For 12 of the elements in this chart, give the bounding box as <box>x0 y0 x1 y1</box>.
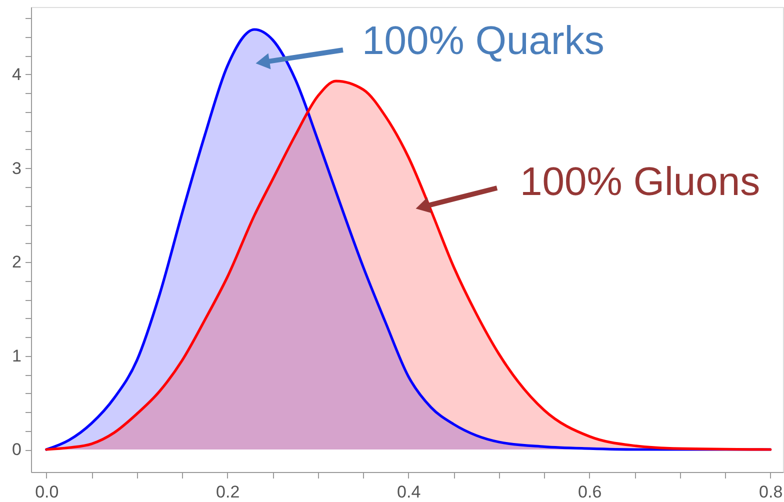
x-tick-label: 0.4 <box>397 482 421 502</box>
y-tick-label: 2 <box>12 252 22 272</box>
y-tick-label: 4 <box>12 65 22 84</box>
x-tick-label: 0.0 <box>35 482 59 502</box>
annotation: 100% Gluons <box>520 160 760 204</box>
y-tick-label: 0 <box>12 440 22 459</box>
x-tick-label: 0.6 <box>578 482 602 502</box>
annotation: 100% Quarks <box>362 19 604 63</box>
y-tick-label: 1 <box>12 346 22 366</box>
y-tick-label: 3 <box>12 158 22 178</box>
x-tick-label: 0.8 <box>759 482 783 502</box>
x-tick-label: 0.2 <box>216 482 240 502</box>
